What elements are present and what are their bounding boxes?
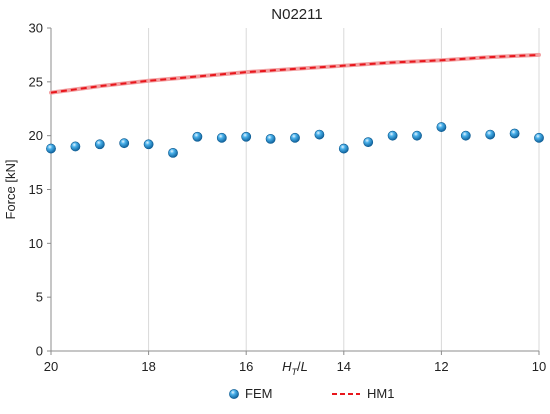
legend-fem-label: FEM (245, 386, 272, 401)
fem-point (94, 139, 105, 150)
fem-point (387, 130, 398, 141)
fem-point (436, 122, 447, 132)
fem-point (119, 138, 130, 149)
chart-title: N02211 (271, 6, 322, 23)
fem-point (70, 141, 81, 152)
fem-point (338, 143, 349, 154)
y-tick-label: 20 (29, 128, 43, 143)
legend-fem-swatch (229, 389, 239, 399)
y-axis-title: Force [kN] (3, 160, 18, 220)
legend-hm1-label: HM1 (367, 386, 394, 401)
fem-point (192, 131, 203, 142)
x-tick-label: 12 (434, 359, 448, 374)
y-tick-label: 25 (29, 74, 43, 89)
fem-point (265, 133, 276, 144)
fem-point (534, 132, 544, 143)
fem-point (46, 143, 56, 154)
x-tick-label: 10 (532, 359, 546, 374)
fem-point (485, 129, 496, 140)
x-axis-title: HT/L (282, 359, 308, 377)
y-tick-label: 10 (29, 236, 43, 251)
fem-point (216, 132, 227, 143)
fem-point (168, 147, 178, 158)
fem-point (460, 130, 471, 141)
y-tick-label: 0 (36, 344, 43, 359)
fem-point (290, 132, 300, 143)
fem-point (241, 131, 252, 142)
fem-point (412, 130, 422, 141)
hm1-line (50, 53, 540, 94)
x-tick-label: 16 (239, 359, 253, 374)
fem-point (143, 139, 154, 150)
fem-point (509, 128, 520, 139)
y-tick-label: 15 (29, 182, 43, 197)
x-tick-label: 14 (337, 359, 351, 374)
x-tick-label: 18 (141, 359, 155, 374)
fem-point (314, 129, 325, 140)
y-tick-label: 30 (29, 21, 43, 36)
x-tick-label: 20 (44, 359, 58, 374)
fem-point (363, 137, 374, 148)
y-tick-label: 5 (36, 290, 43, 305)
hm1-line-shadow (49, 52, 541, 95)
